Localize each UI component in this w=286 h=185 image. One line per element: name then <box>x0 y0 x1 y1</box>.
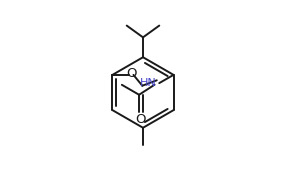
Text: O: O <box>136 113 146 126</box>
Text: HN: HN <box>140 78 157 88</box>
Text: O: O <box>126 68 136 80</box>
